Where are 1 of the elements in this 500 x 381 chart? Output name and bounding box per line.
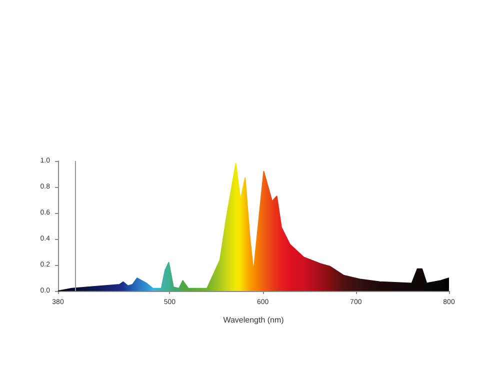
x-axis-title: Wavelength (nm) [223,316,284,324]
